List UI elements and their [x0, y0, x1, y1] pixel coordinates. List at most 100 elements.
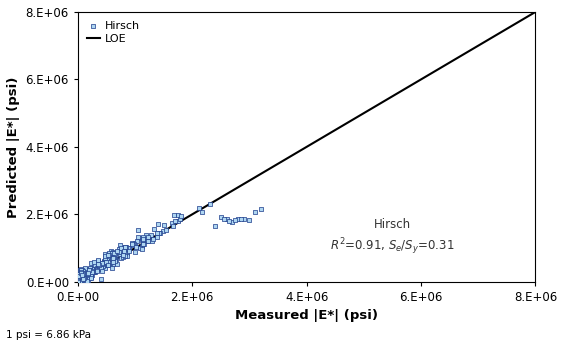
- Hirsch: [142, 238, 151, 243]
- Hirsch: [85, 266, 94, 272]
- Hirsch: [134, 235, 143, 240]
- Hirsch: [117, 245, 126, 250]
- Hirsch: [75, 267, 84, 272]
- Hirsch: [78, 276, 87, 282]
- Hirsch: [231, 217, 240, 223]
- Hirsch: [86, 272, 95, 277]
- Hirsch: [80, 279, 89, 284]
- Hirsch: [77, 272, 86, 277]
- Hirsch: [86, 276, 95, 281]
- Hirsch: [83, 270, 92, 275]
- Hirsch: [131, 244, 140, 249]
- Hirsch: [76, 278, 85, 283]
- Hirsch: [92, 265, 102, 270]
- Hirsch: [87, 267, 96, 272]
- Hirsch: [96, 265, 105, 270]
- Hirsch: [111, 250, 120, 256]
- Text: Hirsch
$R^2$=0.91, $S_e$/$S_y$=0.31: Hirsch $R^2$=0.91, $S_e$/$S_y$=0.31: [330, 218, 455, 258]
- Hirsch: [74, 279, 83, 284]
- Hirsch: [104, 253, 113, 258]
- Hirsch: [84, 274, 93, 280]
- Hirsch: [93, 267, 102, 272]
- Hirsch: [78, 273, 87, 279]
- Hirsch: [78, 279, 87, 284]
- Hirsch: [121, 251, 130, 256]
- Hirsch: [111, 257, 120, 262]
- Hirsch: [100, 258, 109, 263]
- Hirsch: [116, 249, 125, 254]
- Hirsch: [78, 270, 87, 276]
- Hirsch: [82, 279, 91, 284]
- Hirsch: [154, 230, 163, 236]
- Hirsch: [89, 269, 98, 275]
- Hirsch: [137, 246, 146, 252]
- Hirsch: [78, 274, 87, 280]
- Hirsch: [138, 235, 147, 240]
- Hirsch: [86, 267, 95, 273]
- Hirsch: [100, 251, 109, 257]
- Hirsch: [111, 256, 120, 262]
- Hirsch: [219, 216, 228, 222]
- Hirsch: [84, 276, 93, 281]
- Hirsch: [84, 268, 93, 273]
- Hirsch: [81, 274, 90, 280]
- Hirsch: [120, 248, 129, 253]
- Hirsch: [77, 272, 86, 277]
- Hirsch: [82, 276, 91, 282]
- Hirsch: [89, 267, 98, 273]
- Hirsch: [138, 241, 147, 247]
- Hirsch: [81, 272, 90, 278]
- Hirsch: [142, 232, 151, 238]
- Hirsch: [85, 268, 94, 273]
- Hirsch: [83, 275, 92, 281]
- Hirsch: [96, 276, 105, 282]
- Hirsch: [116, 256, 125, 261]
- Hirsch: [110, 258, 119, 264]
- Hirsch: [90, 267, 99, 272]
- Hirsch: [81, 265, 90, 271]
- Hirsch: [77, 279, 86, 284]
- Hirsch: [79, 278, 88, 283]
- Hirsch: [138, 243, 147, 249]
- Hirsch: [76, 267, 85, 272]
- Hirsch: [91, 269, 100, 274]
- Hirsch: [76, 278, 85, 283]
- Hirsch: [99, 262, 108, 268]
- Hirsch: [101, 253, 110, 259]
- Hirsch: [83, 270, 92, 275]
- Hirsch: [177, 214, 186, 219]
- Hirsch: [75, 273, 84, 279]
- Hirsch: [102, 257, 111, 262]
- Hirsch: [73, 278, 82, 284]
- Hirsch: [161, 227, 170, 233]
- Hirsch: [139, 236, 148, 242]
- Hirsch: [97, 265, 106, 270]
- Hirsch: [86, 272, 95, 277]
- Hirsch: [94, 263, 103, 268]
- Hirsch: [108, 259, 117, 265]
- Hirsch: [82, 270, 91, 275]
- Hirsch: [120, 246, 129, 251]
- Hirsch: [76, 277, 85, 283]
- Hirsch: [74, 272, 83, 277]
- Hirsch: [94, 258, 103, 264]
- Hirsch: [114, 249, 123, 255]
- Hirsch: [96, 260, 105, 266]
- Hirsch: [85, 270, 94, 275]
- Hirsch: [114, 246, 124, 252]
- Hirsch: [102, 256, 111, 261]
- Hirsch: [138, 238, 147, 243]
- Hirsch: [98, 268, 107, 273]
- Hirsch: [136, 245, 145, 250]
- Hirsch: [94, 263, 103, 268]
- Hirsch: [94, 266, 103, 272]
- Hirsch: [87, 270, 96, 275]
- Hirsch: [81, 276, 90, 281]
- Hirsch: [93, 261, 102, 267]
- Hirsch: [121, 246, 130, 251]
- Hirsch: [100, 258, 109, 263]
- Hirsch: [85, 275, 94, 281]
- Hirsch: [125, 245, 134, 251]
- Hirsch: [85, 274, 94, 279]
- Hirsch: [132, 238, 141, 244]
